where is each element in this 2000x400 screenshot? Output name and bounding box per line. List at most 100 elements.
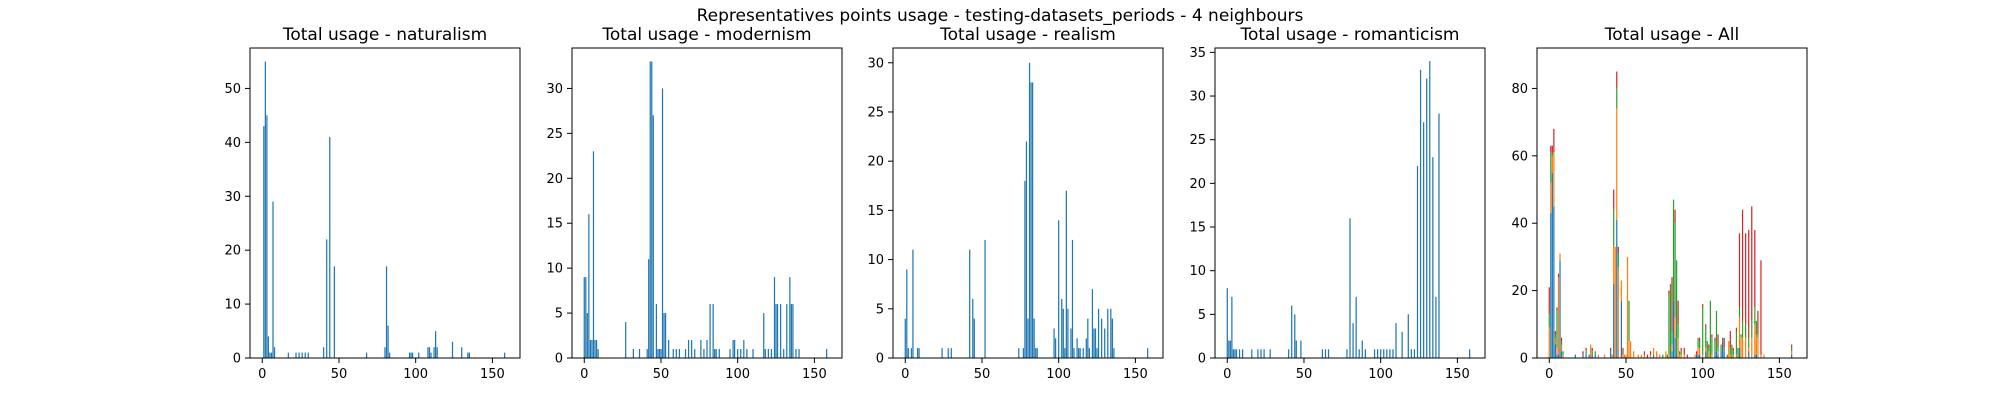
bar — [1697, 337, 1699, 348]
y-tick: 0 — [555, 352, 572, 367]
panel-title: Total usage - naturalism — [282, 25, 487, 45]
bar — [1740, 334, 1742, 338]
y-tick-label: 0 — [555, 352, 563, 367]
bar — [918, 348, 920, 358]
bar — [1757, 334, 1759, 338]
bar — [1737, 347, 1739, 358]
bar — [1715, 351, 1718, 358]
y-tick-label: 5 — [876, 302, 884, 317]
bar — [1680, 354, 1682, 358]
bar — [715, 349, 717, 358]
bar — [1643, 354, 1645, 358]
y-tick: 80 — [1511, 82, 1537, 97]
bar — [1101, 318, 1103, 358]
bar — [1031, 82, 1034, 358]
bar — [1562, 351, 1564, 355]
bar — [973, 318, 975, 358]
bar — [323, 347, 325, 358]
y-tick-label: 80 — [1511, 82, 1528, 97]
bar — [1603, 354, 1606, 358]
bar — [1623, 354, 1626, 358]
bar — [1748, 229, 1750, 338]
bar — [1717, 347, 1719, 352]
bar — [657, 349, 659, 358]
bar — [1699, 354, 1701, 358]
bar — [1389, 349, 1391, 358]
bar — [1732, 354, 1734, 358]
bar — [1556, 347, 1558, 355]
y-tick-label: 40 — [224, 136, 241, 151]
bar — [1553, 152, 1555, 207]
bar — [384, 347, 386, 358]
y-tick: 25 — [1189, 133, 1215, 148]
bar — [906, 269, 908, 358]
bar — [1649, 354, 1652, 358]
bar — [1720, 351, 1722, 358]
bar — [660, 349, 662, 358]
bar — [658, 349, 661, 358]
bar — [763, 313, 765, 358]
bar — [1065, 190, 1067, 358]
bar — [365, 352, 368, 358]
bar — [1683, 354, 1685, 358]
bar — [1559, 260, 1561, 358]
bar — [1269, 349, 1271, 358]
bar — [594, 340, 596, 358]
bar — [1722, 337, 1724, 342]
bar — [1637, 354, 1639, 358]
bar — [1680, 351, 1682, 355]
bar — [984, 239, 986, 358]
bar — [1717, 334, 1719, 348]
axes-frame — [892, 47, 1164, 359]
x-tick: 0 — [1223, 358, 1231, 382]
bar — [1438, 113, 1440, 359]
panel-title: Total usage - romanticism — [1240, 25, 1460, 45]
bar — [1652, 354, 1655, 358]
y-tick: 20 — [1189, 177, 1215, 192]
bars-naturalism — [263, 61, 506, 359]
bar — [1562, 354, 1564, 358]
y-tick: 30 — [224, 190, 250, 205]
bar — [752, 349, 754, 358]
bar — [1728, 341, 1730, 358]
axes-frame — [571, 47, 843, 359]
y-tick-label: 20 — [867, 155, 884, 170]
bar — [1755, 334, 1757, 355]
bar — [1679, 351, 1681, 355]
bar — [1763, 354, 1765, 358]
bar — [1677, 300, 1679, 325]
bar — [1714, 341, 1716, 352]
bar — [1585, 354, 1587, 358]
bar — [646, 349, 648, 358]
bar — [1671, 331, 1673, 345]
bar — [691, 340, 693, 358]
bar — [1754, 324, 1756, 355]
bar — [1625, 354, 1627, 358]
bar — [427, 347, 429, 358]
bar — [1686, 354, 1688, 358]
bar — [1147, 348, 1149, 358]
bar — [1560, 341, 1563, 345]
bar — [1745, 233, 1747, 325]
y-tick-label: 25 — [867, 105, 884, 120]
bar — [264, 61, 266, 358]
y-tick: 0 — [1520, 352, 1537, 367]
x-tick-label: 50 — [1296, 367, 1313, 382]
bar — [408, 352, 411, 358]
bar — [1550, 182, 1552, 214]
y-tick-label: 10 — [867, 253, 884, 268]
bar — [1423, 122, 1425, 359]
bar — [1649, 351, 1652, 355]
bar — [388, 352, 391, 358]
bar — [1588, 354, 1590, 358]
x-tick: 50 — [331, 358, 347, 382]
bar — [468, 352, 470, 358]
bar — [1729, 331, 1731, 348]
bar — [1628, 341, 1630, 358]
bar — [418, 352, 420, 358]
bar — [1076, 338, 1078, 358]
x-tick-label: 150 — [1767, 367, 1792, 382]
bar — [436, 347, 438, 358]
bar — [1110, 308, 1112, 358]
y-tick-label: 30 — [1189, 90, 1206, 105]
